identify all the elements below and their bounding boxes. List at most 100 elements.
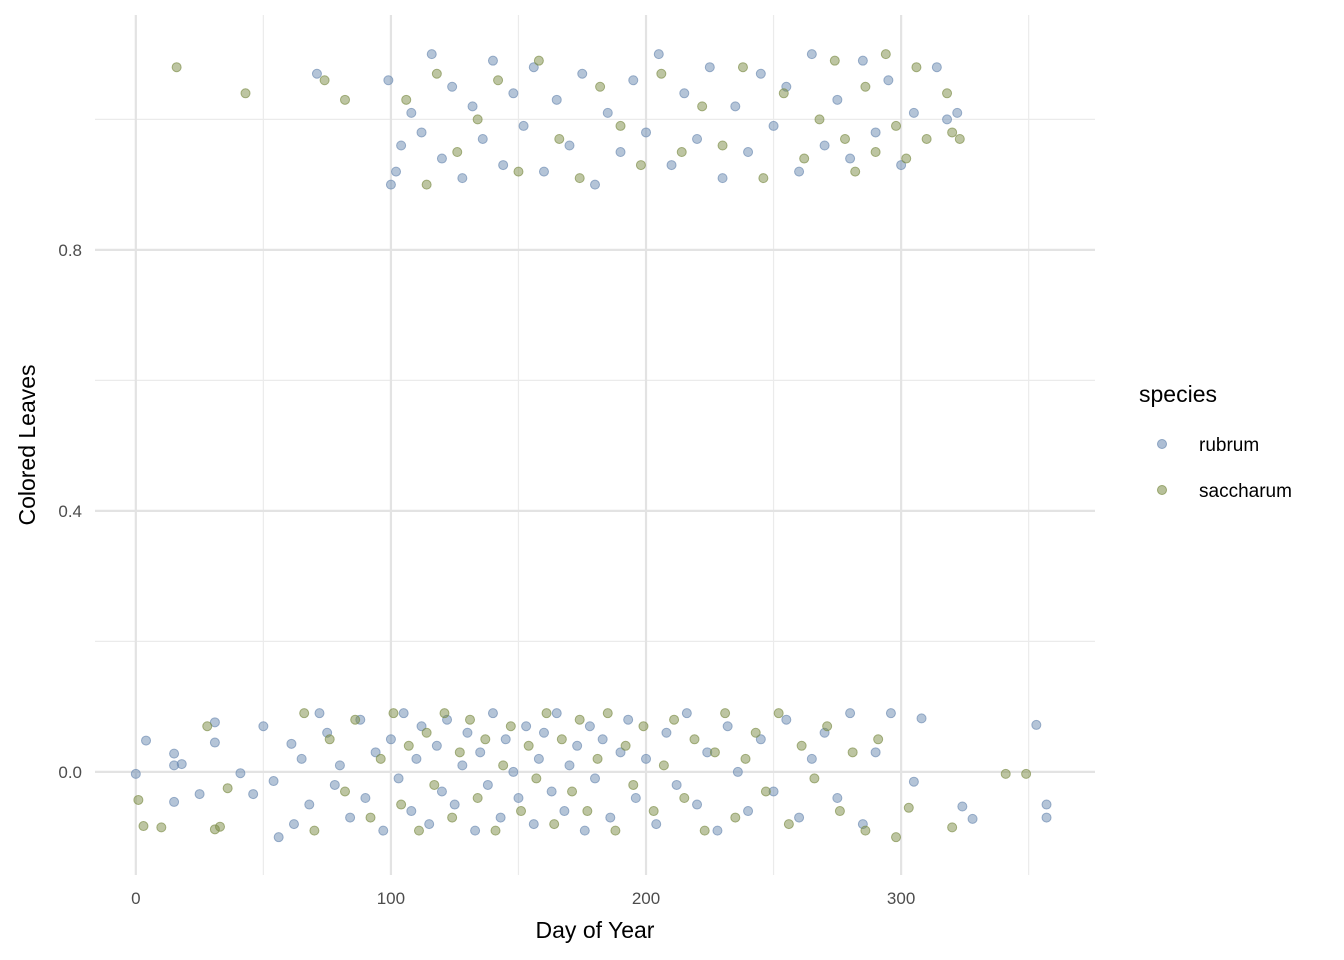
point-saccharum <box>533 55 544 66</box>
point-rubrum <box>916 713 927 724</box>
point-rubrum <box>521 721 532 732</box>
point-saccharum <box>465 714 475 725</box>
point-saccharum <box>582 806 593 817</box>
point-rubrum <box>436 153 447 164</box>
point-rubrum <box>508 766 519 777</box>
point-saccharum <box>556 734 567 745</box>
point-rubrum <box>508 88 519 99</box>
point-saccharum <box>531 773 542 784</box>
point-rubrum <box>832 94 843 105</box>
point-rubrum <box>671 779 682 790</box>
point-saccharum <box>592 753 603 764</box>
point-saccharum <box>740 753 751 764</box>
legend-key-rubrum <box>1157 439 1167 449</box>
point-rubrum <box>952 107 963 118</box>
point-saccharum <box>947 822 958 833</box>
point-rubrum <box>577 68 588 79</box>
point-rubrum <box>845 708 856 719</box>
point-saccharum <box>814 114 825 125</box>
point-saccharum <box>891 832 902 843</box>
point-saccharum <box>778 88 789 99</box>
legend-label-saccharum: saccharum <box>1199 481 1292 502</box>
point-rubrum <box>712 825 723 836</box>
point-rubrum <box>692 133 703 144</box>
point-rubrum <box>896 160 907 171</box>
point-saccharum <box>658 760 669 771</box>
legend-label-rubrum: rubrum <box>1199 435 1259 456</box>
point-rubrum <box>416 127 427 138</box>
point-rubrum <box>477 133 488 144</box>
point-saccharum <box>669 714 680 725</box>
point-rubrum <box>630 793 641 804</box>
point-saccharum <box>365 812 376 823</box>
point-rubrum <box>641 127 652 138</box>
point-saccharum <box>901 153 912 164</box>
point-saccharum <box>697 101 708 112</box>
point-saccharum <box>870 147 881 158</box>
y-tick-label: 0.4 <box>58 502 82 521</box>
point-rubrum <box>470 825 481 836</box>
point-saccharum <box>574 173 585 184</box>
point-rubrum <box>406 806 417 817</box>
point-saccharum <box>737 62 748 73</box>
point-rubrum <box>628 75 639 86</box>
point-rubrum <box>546 786 557 797</box>
point-saccharum <box>429 779 440 790</box>
point-saccharum <box>567 786 578 797</box>
point-rubrum <box>426 49 437 60</box>
point-saccharum <box>431 68 442 79</box>
point-rubrum <box>436 786 447 797</box>
point-saccharum <box>541 708 552 719</box>
point-saccharum <box>947 127 958 138</box>
point-rubrum <box>743 806 754 817</box>
point-rubrum <box>653 49 664 60</box>
point-rubrum <box>967 813 978 824</box>
point-saccharum <box>796 740 807 751</box>
point-saccharum <box>138 821 149 832</box>
point-saccharum <box>638 721 649 732</box>
point-rubrum <box>794 812 805 823</box>
point-saccharum <box>490 825 501 836</box>
y-axis-label: Colored Leaves <box>14 364 40 525</box>
point-saccharum <box>375 753 386 764</box>
point-rubrum <box>396 140 407 151</box>
point-saccharum <box>709 747 720 758</box>
point-saccharum <box>903 802 914 813</box>
point-saccharum <box>309 825 320 836</box>
point-rubrum <box>311 68 322 79</box>
point-saccharum <box>760 786 771 797</box>
point-rubrum <box>883 75 894 86</box>
point-rubrum <box>551 708 562 719</box>
point-rubrum <box>411 753 422 764</box>
point-rubrum <box>885 708 896 719</box>
point-rubrum <box>538 727 549 738</box>
point-saccharum <box>171 62 182 73</box>
point-saccharum <box>439 708 450 719</box>
point-rubrum <box>615 147 626 158</box>
point-rubrum <box>730 101 741 112</box>
point-rubrum <box>623 714 634 725</box>
point-rubrum <box>1041 799 1052 810</box>
point-saccharum <box>809 773 820 784</box>
point-saccharum <box>574 714 585 725</box>
point-saccharum <box>689 734 700 745</box>
point-saccharum <box>720 708 731 719</box>
point-rubrum <box>209 737 220 748</box>
point-saccharum <box>942 88 953 99</box>
point-rubrum <box>334 760 345 771</box>
point-saccharum <box>628 779 639 790</box>
point-rubrum <box>533 753 544 764</box>
point-rubrum <box>819 140 830 151</box>
point-saccharum <box>679 793 690 804</box>
point-saccharum <box>222 783 233 794</box>
point-rubrum <box>462 727 473 738</box>
x-tick-label: 300 <box>887 889 915 908</box>
point-rubrum <box>692 799 703 810</box>
point-rubrum <box>447 81 458 92</box>
point-saccharum <box>635 160 646 171</box>
point-rubrum <box>551 94 562 105</box>
point-rubrum <box>370 747 381 758</box>
point-rubrum <box>130 768 141 779</box>
point-rubrum <box>743 147 754 158</box>
point-rubrum <box>528 819 539 830</box>
